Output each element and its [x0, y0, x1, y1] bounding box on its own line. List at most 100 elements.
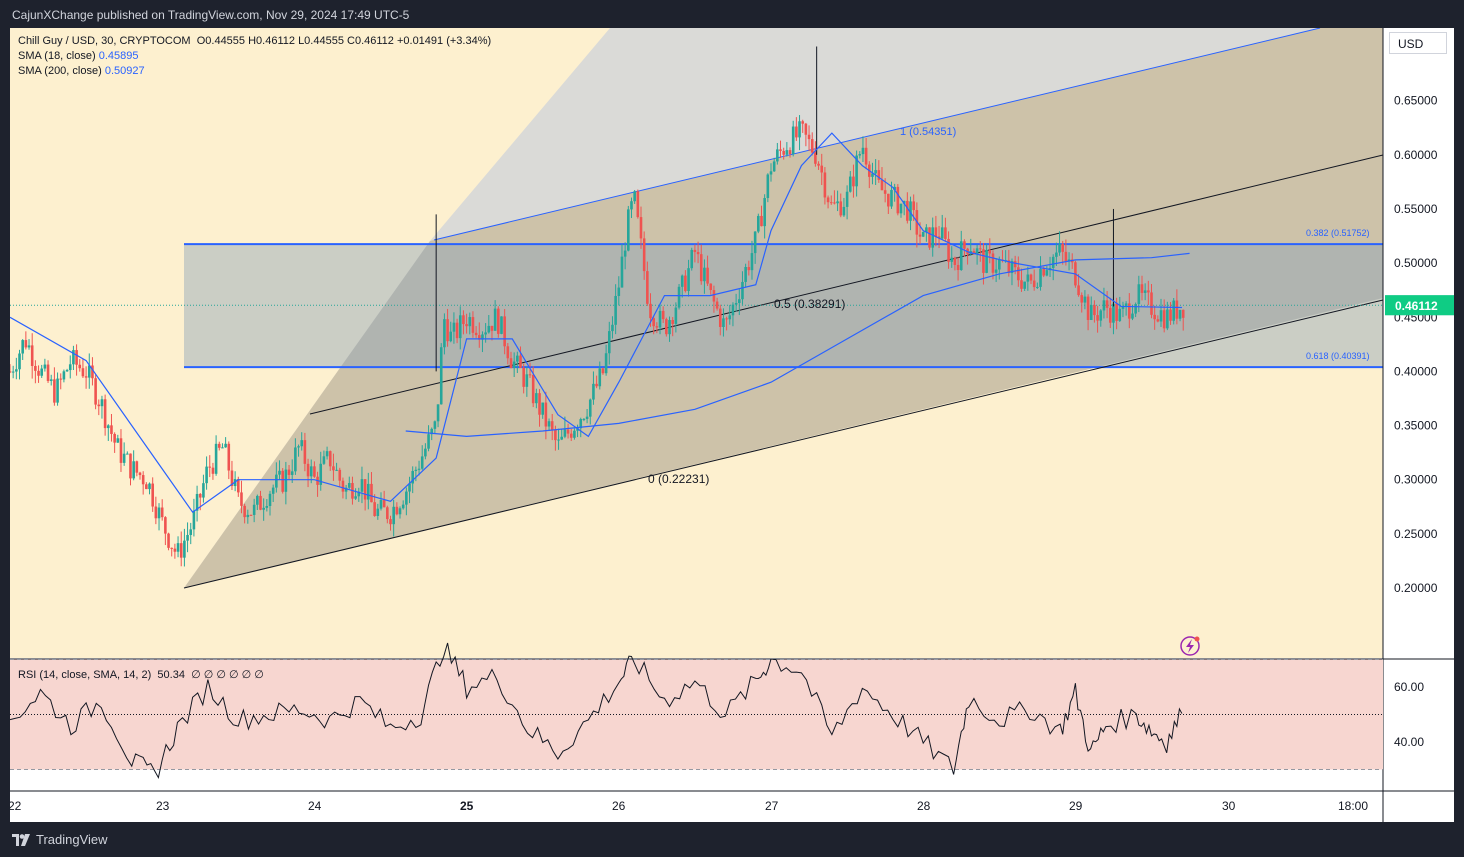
candle-body [357, 491, 361, 497]
candle [874, 159, 877, 186]
channel-mid-upper-line [309, 154, 1384, 415]
candle-body [373, 502, 376, 516]
candle [925, 224, 928, 242]
candle [252, 498, 256, 523]
candle [243, 503, 246, 524]
candle [202, 474, 205, 503]
currency-selector[interactable]: USD [1389, 32, 1447, 54]
candle [725, 316, 728, 331]
candle [1017, 256, 1020, 287]
candle-body [1051, 256, 1055, 268]
candle-body [842, 206, 846, 216]
candle [893, 183, 896, 202]
candle [271, 484, 275, 502]
chart-canvas[interactable]: 1 (0.54351) 0.5 (0.38291) 0 (0.22231) 0.382… [8, 27, 1454, 822]
candle-body [290, 471, 294, 475]
candle [322, 450, 326, 465]
candle-body [544, 402, 548, 427]
candle [950, 246, 954, 268]
chart-frame[interactable]: 1 (0.54351) 0.5 (0.38291) 0 (0.22231) 0.382… [8, 27, 1454, 822]
candle [347, 476, 351, 489]
candle [636, 189, 640, 219]
candle-body [75, 350, 78, 365]
candle-body [78, 364, 82, 369]
candle-body [386, 507, 389, 520]
candle-body [256, 495, 259, 505]
candle [367, 472, 370, 510]
time-tick-label: 29 [1069, 799, 1083, 813]
candle-body [367, 483, 370, 500]
tradingview-logo[interactable]: TradingView [12, 832, 108, 847]
candle [988, 238, 992, 264]
candle-body [363, 479, 367, 500]
candle [880, 167, 884, 191]
candle [684, 270, 687, 293]
candle-body [1128, 303, 1131, 319]
candle-body [588, 399, 592, 417]
candle [141, 471, 145, 495]
candle [297, 444, 300, 457]
candle-body [1017, 267, 1020, 281]
candle-body [522, 367, 525, 387]
candle-body [294, 447, 297, 472]
price-tick-label: 0.55000 [1394, 202, 1438, 216]
candle-body [49, 379, 53, 381]
candle-body [24, 340, 28, 348]
candle [823, 167, 827, 205]
candle-body [617, 287, 621, 296]
candle-body [328, 451, 332, 467]
candle-body [880, 179, 884, 191]
candle [354, 488, 357, 500]
candle-body [259, 495, 262, 510]
candle-body [446, 319, 449, 342]
candle-body [791, 126, 795, 155]
candle-body [737, 299, 741, 304]
candle-body [769, 171, 773, 175]
candle-body [1102, 300, 1106, 311]
candle-body [414, 469, 418, 471]
candle-body [287, 469, 291, 475]
time-tick-label: 28 [917, 799, 931, 813]
symbol-title[interactable]: Chill Guy / USD, 30, CRYPTOCOM [18, 35, 191, 47]
candle-body [611, 324, 614, 332]
candle-body [1153, 314, 1156, 320]
rsi-extra: ∅ ∅ ∅ ∅ ∅ ∅ [191, 669, 264, 681]
candle-body [195, 493, 199, 511]
candle-body [763, 198, 766, 227]
candle [1058, 231, 1061, 256]
candle [630, 197, 633, 219]
sma200-label[interactable]: SMA (200, close) [18, 65, 102, 77]
candle-body [820, 165, 824, 173]
candle [722, 308, 725, 337]
candle [604, 344, 608, 376]
footer-brand: TradingView [36, 832, 108, 847]
candle [443, 313, 446, 355]
candle-body [728, 315, 732, 320]
candle [557, 428, 560, 450]
candle [703, 259, 706, 294]
candle [91, 357, 94, 386]
candle-body [81, 368, 85, 377]
candle-body [452, 322, 456, 332]
candle-body [268, 493, 272, 506]
rsi-label[interactable]: RSI (14, close, SMA, 14, 2) [18, 669, 152, 681]
candle-body [744, 267, 747, 282]
candle [627, 205, 630, 252]
candle [34, 360, 37, 384]
candle [477, 322, 481, 348]
candle [259, 490, 262, 511]
channel-upper-line [433, 27, 1321, 241]
candle [1045, 266, 1049, 277]
candle [294, 438, 297, 475]
candle-body [202, 483, 205, 498]
sma18-label[interactable]: SMA (18, close) [18, 50, 96, 62]
candle [744, 263, 747, 288]
price-tick-label: 0.50000 [1394, 256, 1438, 270]
candle-body [776, 149, 779, 162]
candle-body [845, 191, 849, 207]
candle-body [21, 340, 24, 354]
candle [135, 460, 139, 477]
candle [525, 366, 529, 397]
candle [500, 316, 503, 335]
candle-body [871, 173, 874, 177]
